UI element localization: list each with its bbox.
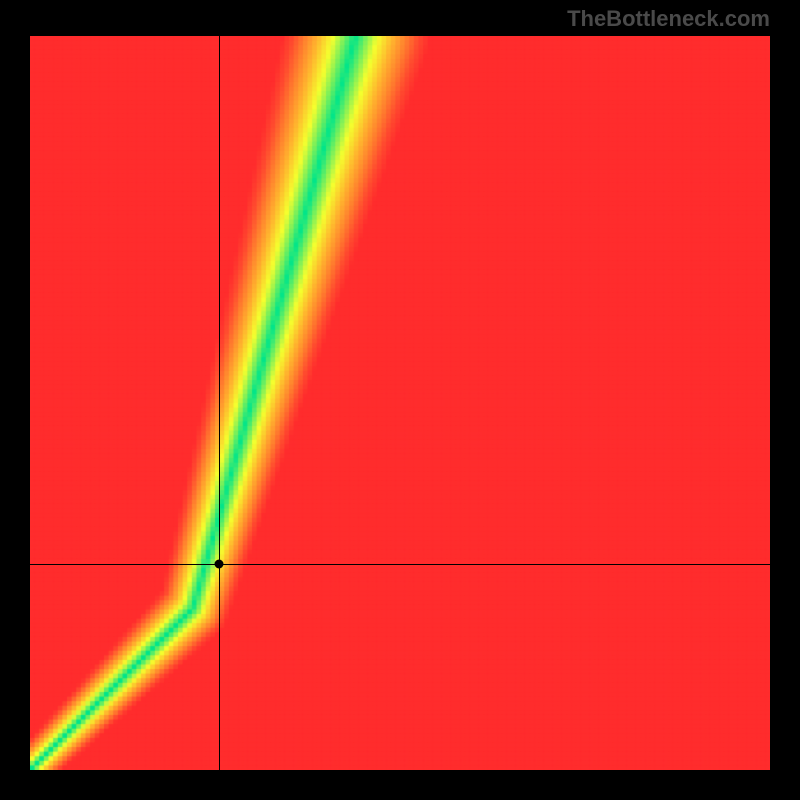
watermark: TheBottleneck.com — [567, 6, 770, 32]
crosshair-point — [214, 560, 223, 569]
crosshair-vertical — [219, 36, 220, 770]
heatmap-canvas — [30, 36, 770, 770]
crosshair-horizontal — [30, 564, 770, 565]
heatmap-chart — [30, 36, 770, 770]
